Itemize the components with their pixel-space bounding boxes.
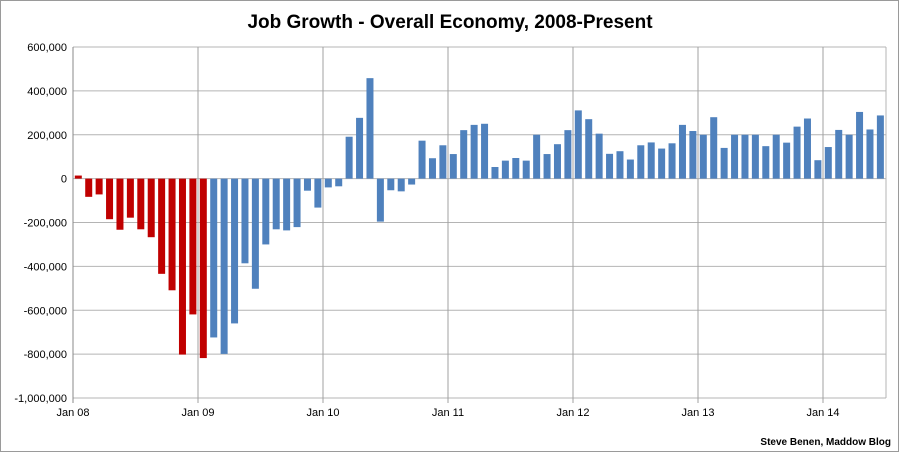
- bar: [376, 178, 384, 222]
- bar: [106, 178, 114, 220]
- bar: [408, 178, 416, 185]
- bar: [428, 158, 436, 179]
- bar: [616, 151, 624, 179]
- bar: [168, 178, 176, 291]
- bar: [793, 126, 801, 179]
- x-tick-label: Jan 10: [306, 407, 339, 419]
- chart-title: Job Growth - Overall Economy, 2008-Prese…: [247, 12, 653, 33]
- bar: [845, 134, 853, 179]
- bar: [439, 145, 447, 179]
- bar: [678, 124, 686, 179]
- bar: [418, 140, 426, 179]
- bar: [668, 143, 676, 179]
- bar: [460, 130, 468, 179]
- bar: [283, 178, 291, 231]
- bar: [397, 178, 405, 192]
- bar: [522, 160, 530, 179]
- bar: [491, 166, 499, 179]
- y-tick-label: -800,000: [24, 349, 67, 361]
- bar: [220, 178, 228, 354]
- x-tick-label: Jan 12: [556, 407, 589, 419]
- bar: [606, 153, 614, 179]
- bar: [189, 178, 197, 315]
- bar: [814, 160, 822, 179]
- bar: [647, 142, 655, 179]
- x-tick-label: Jan 09: [181, 407, 214, 419]
- bar: [293, 178, 301, 228]
- bar: [345, 136, 353, 179]
- bar: [178, 178, 186, 355]
- y-tick-label: 200,000: [27, 130, 67, 142]
- bar: [501, 160, 509, 179]
- bar: [564, 130, 572, 179]
- bar: [626, 159, 634, 179]
- bar: [324, 178, 332, 188]
- bar: [762, 146, 770, 179]
- y-tick-label: -1,000,000: [14, 393, 67, 405]
- bar: [158, 178, 166, 274]
- bar: [314, 178, 322, 208]
- bar: [585, 119, 593, 179]
- bar: [470, 124, 478, 179]
- bar: [387, 178, 395, 191]
- bar: [835, 129, 843, 179]
- bar: [856, 111, 864, 179]
- bar: [262, 178, 270, 245]
- bar: [366, 78, 374, 179]
- bar: [231, 178, 239, 324]
- bar: [574, 110, 582, 179]
- y-tick-label: -400,000: [24, 261, 67, 273]
- bar: [210, 178, 218, 338]
- bar: [356, 117, 364, 179]
- y-tick-label: 600,000: [27, 42, 67, 54]
- bar: [699, 134, 707, 179]
- bar: [876, 115, 884, 179]
- x-tick-label: Jan 14: [806, 407, 839, 419]
- bar: [303, 178, 311, 191]
- y-tick-label: 0: [61, 174, 67, 186]
- bar: [251, 178, 259, 289]
- bar: [637, 145, 645, 179]
- bar: [272, 178, 280, 230]
- bar: [533, 134, 541, 179]
- bar: [595, 133, 603, 179]
- bar: [720, 147, 728, 179]
- bar: [783, 142, 791, 179]
- bar: [449, 154, 457, 179]
- x-tick-label: Jan 08: [56, 407, 89, 419]
- bar: [241, 178, 249, 264]
- bar: [74, 175, 82, 179]
- bar: [741, 134, 749, 179]
- bar: [335, 178, 343, 187]
- bar: [710, 117, 718, 179]
- bar: [772, 134, 780, 179]
- bar: [803, 118, 811, 179]
- x-tick-label: Jan 11: [432, 407, 464, 419]
- bar: [553, 144, 561, 179]
- bar: [481, 123, 489, 179]
- bar: [731, 134, 739, 179]
- bar: [116, 178, 124, 230]
- y-tick-label: -600,000: [24, 305, 67, 317]
- bar: [85, 178, 93, 197]
- bar: [543, 154, 551, 179]
- bar: [689, 131, 697, 179]
- chart-credit: Steve Benen, Maddow Blog: [760, 437, 891, 448]
- bar: [95, 178, 103, 195]
- y-tick-label: -200,000: [24, 218, 67, 230]
- bar: [866, 129, 874, 179]
- bar: [512, 158, 520, 179]
- bar: [137, 178, 145, 230]
- bar: [199, 178, 207, 359]
- bar: [126, 178, 134, 218]
- bar: [658, 148, 666, 179]
- y-tick-label: 400,000: [27, 86, 67, 98]
- bar: [824, 147, 832, 179]
- bar: [147, 178, 155, 238]
- x-tick-label: Jan 13: [681, 407, 714, 419]
- bar: [751, 134, 759, 179]
